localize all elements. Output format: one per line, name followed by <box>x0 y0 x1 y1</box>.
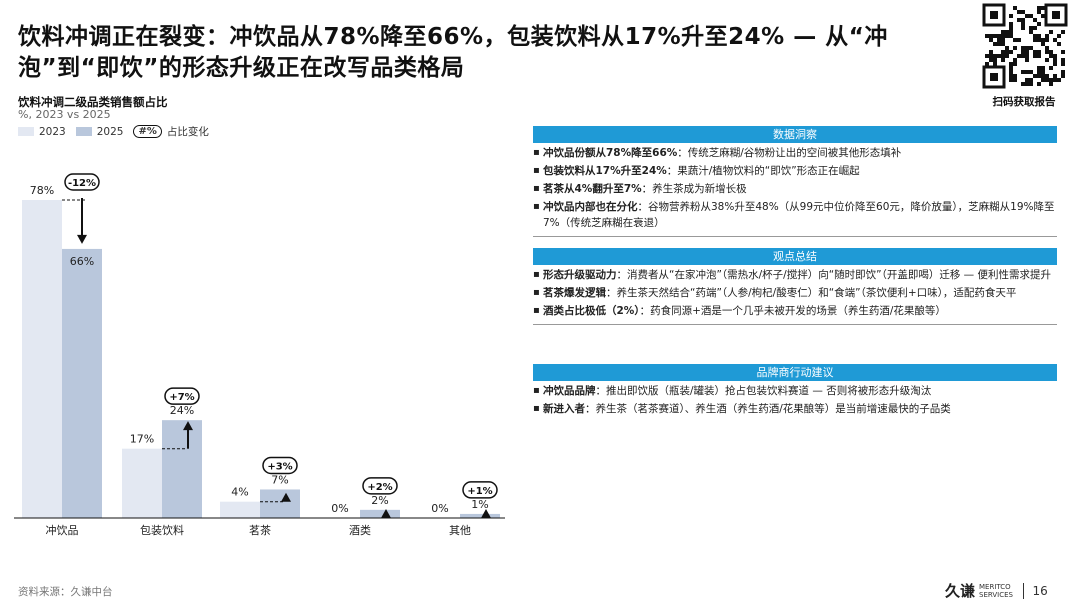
change-badge-label: +7% <box>169 392 194 403</box>
section-heading-summary: 观点总结 <box>533 248 1057 265</box>
insight-panel-2: 观点总结 形态升级驱动力：消费者从“在家冲泡”（需热水/杯子/搅拌）向“随时即饮… <box>533 248 1057 325</box>
data-label-2023: 0% <box>431 502 448 515</box>
insight-panel-3: 品牌商行动建议 冲饮品品牌：推出即饮版（瓶装/罐装）抢占包装饮料赛道 — 否则将… <box>533 364 1057 417</box>
insight-bullet-text: ：推出即饮版（瓶装/罐装）抢占包装饮料赛道 — 否则将被形态升级淘汰 <box>595 385 932 397</box>
data-label-2025: 66% <box>70 255 94 268</box>
insight-bullet-text: ：药食同源+酒是一个几乎未被开发的场景（养生药酒/花果酿等） <box>639 305 946 317</box>
bar-2025 <box>62 248 102 518</box>
change-arrow-head <box>481 509 491 518</box>
legend-item-2023: 2023 <box>18 126 66 138</box>
insight-bullet-lead: 冲饮品份额从78%降至66% <box>543 147 678 159</box>
insight-bullet: 茗茶从4%翻升至7%：养生茶成为新增长极 <box>533 181 1057 197</box>
section-divider <box>533 236 1057 237</box>
bar-2025 <box>260 489 300 518</box>
section-heading-actions: 品牌商行动建议 <box>533 364 1057 381</box>
insight-panel-1: 数据洞察 冲饮品份额从78%降至66%：传统芝麻糊/谷物粉让出的空间被其他形态填… <box>533 126 1057 237</box>
insight-bullet-text: ：传统芝麻糊/谷物粉让出的空间被其他形态填补 <box>677 147 902 159</box>
chart-legend: 2023 2025 #% 占比变化 <box>18 124 219 139</box>
change-arrow-head <box>381 509 391 518</box>
source-note: 资料来源：久谦中台 <box>18 586 113 598</box>
legend-change-symbol: #% <box>133 125 162 138</box>
insight-bullet: 冲饮品内部也在分化：谷物营养粉从38%升至48%（从99元中位价降至60元，降价… <box>533 199 1057 231</box>
category-label: 酒类 <box>349 523 371 537</box>
page-title: 饮料冲调正在裂变：冲饮品从78%降至66%，包装饮料从17%升至24% — 从“… <box>18 24 888 81</box>
change-badge <box>64 173 100 191</box>
insight-bullet: 酒类占比极低（2%）：药食同源+酒是一个几乎未被开发的场景（养生药酒/花果酿等） <box>533 303 1057 319</box>
bar-2025 <box>162 420 202 518</box>
insight-bullet-text: ：消费者从“在家冲泡”（需热水/杯子/搅拌）向“随时即饮”（开盖即喝）迁移 — … <box>616 269 1052 281</box>
logo-en-line-2: SERVICES <box>979 590 1013 599</box>
logo-divider <box>1022 582 1025 599</box>
insight-bullet-lead: 新进入者 <box>543 403 585 415</box>
insight-bullet-lead: 茗茶爆发逻辑 <box>543 287 606 299</box>
data-label-2025: 1% <box>471 498 488 511</box>
insight-bullet-lead: 包装饮料从17%升至24% <box>543 165 667 177</box>
data-label-2025: 7% <box>271 473 288 486</box>
qr-code-icon[interactable] <box>982 3 1068 89</box>
insight-bullet: 包装饮料从17%升至24%：果蔬汁/植物饮料的“即饮”形态正在崛起 <box>533 163 1057 179</box>
change-badge <box>262 456 298 475</box>
insight-bullet-text: ：养生茶成为新增长极 <box>641 183 747 195</box>
legend-item-2025: 2025 <box>75 125 124 138</box>
insight-bullet: 冲饮品品牌：推出即饮版（瓶装/罐装）抢占包装饮料赛道 — 否则将被形态升级淘汰 <box>533 383 1057 399</box>
category-label: 冲饮品 <box>46 523 79 537</box>
change-badge-label: +1% <box>467 486 492 497</box>
insight-bullet-text: ：养生茶天然结合“药端”（人参/枸杞/酸枣仁）和“食端”（茶饮便利+口味），适配… <box>606 287 1017 299</box>
bar-2025 <box>360 509 400 518</box>
insight-bullet-lead: 冲饮品品牌 <box>543 385 596 397</box>
change-badge-label: +2% <box>367 482 392 493</box>
bar-2023 <box>22 200 62 518</box>
category-label: 其他 <box>449 524 471 537</box>
change-badge-label: -12% <box>68 178 96 189</box>
data-label-2023: 0% <box>331 502 348 515</box>
insight-bullet-lead: 酒类占比极低（2%） <box>543 305 640 317</box>
company-logo: 久谦 MERITCO SERVICES 16 <box>945 580 1048 601</box>
bar-2025 <box>460 513 500 518</box>
legend-change-label: 占比变化 <box>166 126 209 138</box>
page-number: 16 <box>1032 583 1048 598</box>
logo-cn-text: 久谦 <box>945 582 976 600</box>
bar-2023 <box>220 501 260 518</box>
change-arrow-head <box>183 421 193 431</box>
chart-subtitle: %, 2023 vs 2025 <box>18 108 111 121</box>
change-badge-label: +3% <box>267 461 292 472</box>
change-badge <box>462 481 498 499</box>
section-heading-insights: 数据洞察 <box>533 126 1057 143</box>
section-divider <box>533 324 1057 325</box>
change-arrow-head <box>281 492 291 502</box>
insight-bullet: 冲饮品份额从78%降至66%：传统芝麻糊/谷物粉让出的空间被其他形态填补 <box>533 145 1057 161</box>
logo-en-line-1: MERITCO <box>979 582 1011 591</box>
chart-title: 饮料冲调二级品类销售额占比 <box>18 95 168 109</box>
logo-en-text: MERITCO SERVICES <box>979 583 1013 599</box>
change-arrow-head <box>77 234 87 244</box>
legend-item-change: #% 占比变化 <box>133 124 209 139</box>
insight-bullet-text: ：果蔬汁/植物饮料的“即饮”形态正在崛起 <box>666 165 860 177</box>
insight-bullet: 形态升级驱动力：消费者从“在家冲泡”（需热水/杯子/搅拌）向“随时即饮”（开盖即… <box>533 267 1057 283</box>
category-label: 茗茶 <box>249 524 271 537</box>
insight-bullet-lead: 形态升级驱动力 <box>543 269 617 281</box>
data-label-2023: 4% <box>231 486 248 499</box>
legend-swatch-2023 <box>18 127 34 136</box>
qr-caption: 扫码获取报告 <box>992 96 1056 108</box>
insight-bullet-lead: 茗茶从4%翻升至7% <box>543 183 642 195</box>
legend-swatch-2025 <box>75 127 92 136</box>
bar-2023 <box>122 448 162 518</box>
change-badge <box>362 477 398 495</box>
insight-bullet-text: ：养生茶（茗茶赛道）、养生酒（养生药酒/花果酿等）是当前增速最快的子品类 <box>585 403 951 415</box>
insight-bullet: 茗茶爆发逻辑：养生茶天然结合“药端”（人参/枸杞/酸枣仁）和“食端”（茶饮便利+… <box>533 285 1057 301</box>
data-label-2023: 78% <box>30 184 54 197</box>
category-label: 包装饮料 <box>140 523 184 537</box>
insight-bullet: 新进入者：养生茶（茗茶赛道）、养生酒（养生药酒/花果酿等）是当前增速最快的子品类 <box>533 401 1057 417</box>
data-label-2025: 24% <box>170 404 194 417</box>
data-label-2023: 17% <box>130 433 154 446</box>
legend-label-2023: 2023 <box>39 125 66 138</box>
insight-bullet-lead: 冲饮品内部也在分化 <box>543 201 638 213</box>
legend-label-2025: 2025 <box>96 125 124 138</box>
insight-bullet-text: ：谷物营养粉从38%升至48%（从99元中位价降至60元，降价放量），芝麻糊从1… <box>543 201 1055 229</box>
bar-chart: 78%66%-12%冲饮品17%24%+7%包装饮料4%7%+3%茗茶0%2%+… <box>14 173 505 537</box>
data-label-2025: 2% <box>371 494 388 507</box>
change-badge <box>164 387 200 405</box>
